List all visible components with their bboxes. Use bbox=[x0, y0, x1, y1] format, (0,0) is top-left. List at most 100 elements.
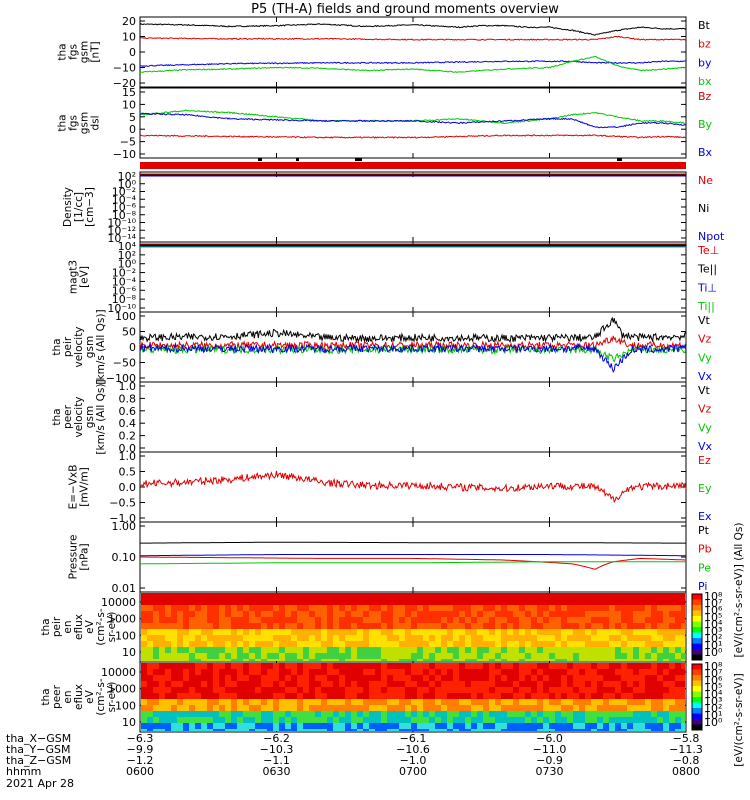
spectrogram-cell bbox=[411, 629, 417, 635]
spectrogram-cell bbox=[651, 705, 657, 711]
spectrogram-cell bbox=[615, 729, 621, 731]
colorbar-tick: 10⁸ bbox=[704, 590, 723, 603]
spectrogram-cell bbox=[381, 669, 387, 675]
spectrogram-cell bbox=[597, 593, 603, 599]
spectrogram-cell bbox=[627, 681, 633, 687]
spectrogram-cell bbox=[525, 675, 531, 681]
spectrogram-cell bbox=[585, 599, 591, 605]
spectrogram-cell bbox=[351, 641, 357, 647]
spectrogram-cell bbox=[273, 647, 279, 653]
spectrogram-cell bbox=[177, 617, 183, 623]
spectrogram-cell bbox=[165, 659, 171, 661]
spectrogram-cell bbox=[465, 699, 471, 705]
spectrogram-cell bbox=[495, 605, 501, 611]
spectrogram-cell bbox=[297, 681, 303, 687]
spectrogram-cell bbox=[423, 623, 429, 629]
spectrogram-cell bbox=[285, 617, 291, 623]
spectrogram-cell bbox=[525, 605, 531, 611]
spectrogram-cell bbox=[543, 629, 549, 635]
ylabel: tha peir en eflux eV (cm²-s-sr-eV) bbox=[40, 608, 118, 646]
spectrogram-cell bbox=[555, 647, 561, 653]
spectrogram-cell bbox=[543, 611, 549, 617]
spectrogram-cell bbox=[345, 699, 351, 705]
ytick-label: 10² bbox=[118, 249, 136, 262]
mode-bar bbox=[140, 158, 686, 169]
spectrogram-cell bbox=[327, 593, 333, 599]
spectrogram-cell bbox=[651, 653, 657, 659]
spectrogram-cell bbox=[597, 693, 603, 699]
spectrogram-cell bbox=[195, 723, 201, 729]
spectrogram-cell bbox=[567, 635, 573, 641]
spectrogram-cell bbox=[645, 647, 651, 653]
colorbar-label-2: [eV/(cm²-s-sr-eV)] (All Qs) bbox=[733, 523, 745, 658]
spectrogram-cell bbox=[285, 653, 291, 659]
spectrogram-cell bbox=[189, 675, 195, 681]
ylabel-line: gsm bbox=[84, 336, 96, 358]
spectrogram-cell bbox=[663, 605, 669, 611]
spectrogram-cell bbox=[405, 599, 411, 605]
spectrogram-cell bbox=[663, 659, 669, 661]
spectrogram-cell bbox=[609, 729, 615, 731]
spectrogram-cell bbox=[195, 659, 201, 661]
spectrogram-cell bbox=[165, 669, 171, 675]
spectrogram-cell bbox=[525, 663, 531, 669]
spectrogram-cell bbox=[177, 675, 183, 681]
spectrogram-cell bbox=[339, 717, 345, 723]
spectrogram-cell bbox=[633, 599, 639, 605]
spectrogram-cell bbox=[357, 605, 363, 611]
spectrogram-cell bbox=[669, 611, 675, 617]
spectrogram-cell bbox=[543, 605, 549, 611]
spectrogram-cell bbox=[285, 711, 291, 717]
spectrogram-cell bbox=[471, 659, 477, 661]
spectrogram-cell bbox=[213, 659, 219, 661]
spectrogram-cell bbox=[243, 659, 249, 661]
spectrogram-cell bbox=[243, 693, 249, 699]
spectrogram-cell bbox=[471, 687, 477, 693]
spectrogram-cell bbox=[507, 723, 513, 729]
spectrogram-cell bbox=[477, 663, 483, 669]
spectrogram-cell bbox=[165, 653, 171, 659]
spectrogram-cell bbox=[471, 717, 477, 723]
spectrogram-cell bbox=[633, 623, 639, 629]
ytick-label: 10⁻² bbox=[112, 186, 136, 199]
spectrogram-cell bbox=[375, 623, 381, 629]
spectrogram-cell bbox=[675, 711, 681, 717]
spectrogram-cell bbox=[483, 729, 489, 731]
spectrogram-cell bbox=[591, 699, 597, 705]
ylabel: tha peer velocity gsm [km/s (All Qs)] bbox=[51, 379, 107, 454]
spectrogram-cell bbox=[531, 653, 537, 659]
spectrogram-cell bbox=[285, 717, 291, 723]
spectrogram-cell bbox=[489, 693, 495, 699]
spectrogram-cell bbox=[627, 611, 633, 617]
spectrogram-cell bbox=[159, 693, 165, 699]
legend-Vx: Vx bbox=[698, 440, 713, 453]
legend-Ni: Ni bbox=[698, 202, 709, 215]
spectrogram-cell bbox=[513, 687, 519, 693]
spectrogram-cell bbox=[321, 647, 327, 653]
spectrogram-cell bbox=[423, 729, 429, 731]
spectrogram-cell bbox=[219, 729, 225, 731]
spectrogram-cell bbox=[423, 593, 429, 599]
spectrogram-cell bbox=[225, 605, 231, 611]
spectrogram-cell bbox=[285, 705, 291, 711]
spectrogram-cell bbox=[573, 629, 579, 635]
spectrogram-cell bbox=[255, 611, 261, 617]
spectrogram-cell bbox=[531, 705, 537, 711]
spectrogram-cell bbox=[207, 599, 213, 605]
spectrogram-cell bbox=[609, 723, 615, 729]
spectrogram-cell bbox=[639, 687, 645, 693]
spectrogram-cell bbox=[165, 623, 171, 629]
ytick-label: −10 bbox=[113, 148, 136, 161]
ytick-label: 1.0 bbox=[119, 450, 137, 463]
spectrogram-cell bbox=[171, 653, 177, 659]
spectrogram-cell bbox=[435, 617, 441, 623]
spectrogram-cell bbox=[369, 605, 375, 611]
ytick-label: 50 bbox=[122, 326, 136, 339]
spectrogram-cell bbox=[285, 693, 291, 699]
spectrogram-cell bbox=[345, 705, 351, 711]
spectrogram-cell bbox=[513, 611, 519, 617]
spectrogram-cell bbox=[681, 687, 685, 693]
spectrogram-cell bbox=[267, 669, 273, 675]
spectrogram-cell bbox=[201, 611, 207, 617]
spectrogram-cell bbox=[615, 605, 621, 611]
